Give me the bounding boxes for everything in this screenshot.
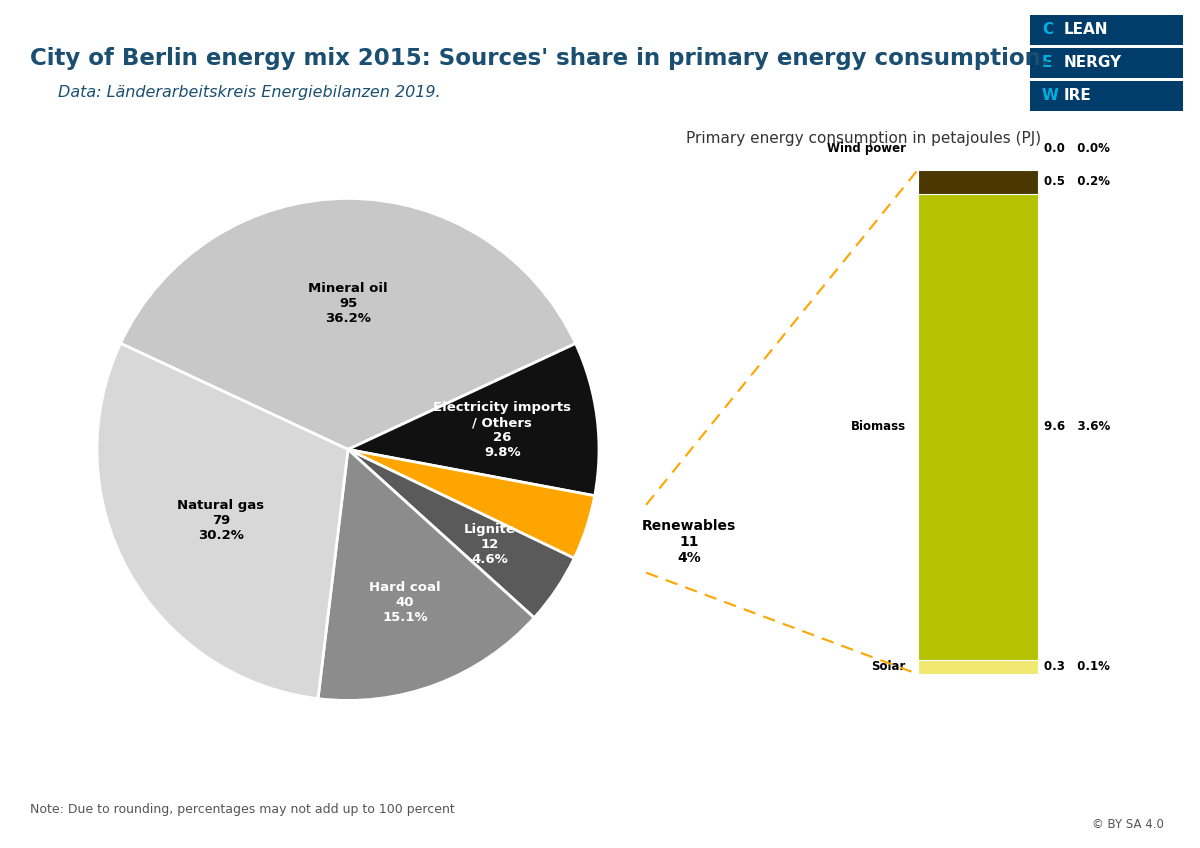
Text: C: C <box>1042 22 1054 37</box>
Text: © BY SA 4.0: © BY SA 4.0 <box>1092 817 1164 831</box>
Wedge shape <box>348 343 599 496</box>
Text: Lignite
12
4.6%: Lignite 12 4.6% <box>463 523 516 566</box>
Text: Primary energy consumption in petajoules (PJ): Primary energy consumption in petajoules… <box>686 131 1042 147</box>
Text: Natural gas
79
30.2%: Natural gas 79 30.2% <box>178 499 264 542</box>
Text: 0.0   0.0%: 0.0 0.0% <box>1044 142 1110 155</box>
Wedge shape <box>348 449 595 558</box>
Wedge shape <box>348 449 575 617</box>
Text: W: W <box>1042 88 1058 103</box>
Text: Note: Due to rounding, percentages may not add up to 100 percent: Note: Due to rounding, percentages may n… <box>30 803 455 817</box>
Text: LEAN: LEAN <box>1063 22 1108 37</box>
Text: Hard coal
40
15.1%: Hard coal 40 15.1% <box>370 581 440 624</box>
Wedge shape <box>318 449 534 700</box>
Text: Solar: Solar <box>871 661 906 673</box>
FancyBboxPatch shape <box>1030 81 1183 111</box>
Text: 0.5   0.2%: 0.5 0.2% <box>1044 176 1110 188</box>
Text: City of Berlin energy mix 2015: Sources' share in primary energy consumption.: City of Berlin energy mix 2015: Sources'… <box>30 47 1050 70</box>
Text: Data: Länderarbeitskreis Energiebilanzen 2019.: Data: Länderarbeitskreis Energiebilanzen… <box>58 85 440 100</box>
Text: 0.3   0.1%: 0.3 0.1% <box>1044 661 1110 673</box>
Text: Renewables
11
4%: Renewables 11 4% <box>642 518 737 565</box>
FancyBboxPatch shape <box>1030 15 1183 45</box>
Wedge shape <box>97 343 348 699</box>
Bar <box>918 170 1038 194</box>
Bar <box>918 660 1038 674</box>
Text: NERGY: NERGY <box>1063 55 1122 70</box>
Text: IRE: IRE <box>1063 88 1091 103</box>
Text: Biomass: Biomass <box>851 421 906 433</box>
Text: E: E <box>1042 55 1052 70</box>
Text: Others: Others <box>862 176 906 188</box>
Text: 9.6   3.6%: 9.6 3.6% <box>1044 421 1110 433</box>
Text: Electricity imports
/ Others
26
9.8%: Electricity imports / Others 26 9.8% <box>433 401 571 459</box>
Wedge shape <box>120 198 576 449</box>
Text: Wind power: Wind power <box>827 142 906 155</box>
FancyBboxPatch shape <box>1030 47 1183 78</box>
Text: Mineral oil
95
36.2%: Mineral oil 95 36.2% <box>308 282 388 326</box>
